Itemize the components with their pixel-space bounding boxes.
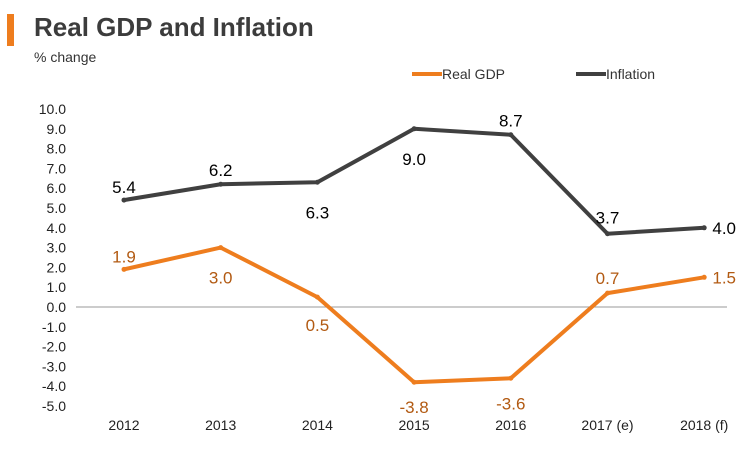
y-tick-label: 1.0 [47,279,67,295]
inflation-data-label: 6.2 [209,161,233,180]
inflation-data-label: 6.3 [306,203,330,222]
x-tick-label: 2012 [108,417,139,433]
x-tick-label: 2015 [399,417,430,433]
y-tick-label: -4.0 [42,378,66,394]
y-tick-label: 0.0 [47,299,67,315]
inflation-data-label: 5.4 [112,178,136,197]
y-tick-label: -3.0 [42,358,66,374]
x-tick-label: 2013 [205,417,236,433]
real-gdp-data-label: 0.7 [596,269,620,288]
x-tick-label: 2017 (e) [581,417,633,433]
y-tick-label: 7.0 [47,160,67,176]
real-gdp-data-label: 3.0 [209,269,233,288]
y-tick-label: 6.0 [47,180,67,196]
y-tick-label: 4.0 [47,220,67,236]
real-gdp-point [218,245,224,251]
y-tick-label: 10.0 [39,101,66,117]
real-gdp-point [701,274,707,280]
inflation-point [218,181,224,187]
real-gdp-data-label: -3.8 [399,398,428,417]
inflation-point [314,179,320,185]
y-tick-label: -1.0 [42,319,66,335]
y-tick-label: 9.0 [47,121,67,137]
inflation-point [605,231,610,237]
y-tick-label: 8.0 [47,141,67,157]
x-tick-label: 2018 (f) [680,417,728,433]
real-gdp-data-label: -3.6 [496,394,525,413]
real-gdp-point [605,290,610,296]
real-gdp-point [314,294,320,300]
chart-subtitle: % change [34,49,97,65]
x-tick-label: 2014 [302,417,333,433]
inflation-data-label: 9.0 [402,150,426,169]
y-tick-label: 3.0 [47,240,67,256]
inflation-point [411,126,417,132]
legend-real-gdp-label: Real GDP [442,66,505,82]
inflation-point [121,197,127,203]
title-accent-bar [7,14,14,46]
inflation-point [701,225,707,231]
y-tick-label: -5.0 [42,398,66,414]
legend-inflation-label: Inflation [606,66,655,82]
inflation-data-label: 3.7 [596,209,620,228]
real-gdp-data-label: 0.5 [306,316,330,335]
real-gdp-data-label: 1.9 [112,247,136,266]
y-tick-label: 5.0 [47,200,67,216]
real-gdp-point [411,379,417,385]
inflation-data-label: 4.0 [712,219,736,238]
y-tick-label: 2.0 [47,259,67,275]
x-tick-label: 2016 [495,417,526,433]
real-gdp-point [508,375,514,381]
inflation-data-label: 8.7 [499,112,523,131]
real-gdp-data-label: 1.5 [712,268,736,287]
y-tick-label: -2.0 [42,339,66,355]
chart-title: Real GDP and Inflation [34,12,314,42]
inflation-point [508,132,514,138]
real-gdp-point [121,266,127,272]
